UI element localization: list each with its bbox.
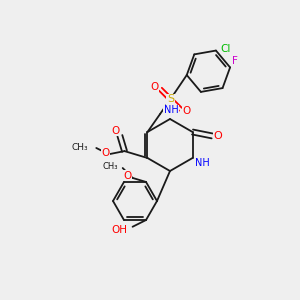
Text: Cl: Cl [221,44,231,54]
Text: CH₃: CH₃ [102,161,118,170]
Text: O: O [124,171,132,181]
Text: CH₃: CH₃ [72,143,88,152]
Text: NH: NH [164,105,178,115]
Text: O: O [102,148,110,158]
Text: F: F [232,56,238,66]
Text: OH: OH [112,225,127,235]
Text: NH: NH [195,158,210,168]
Text: O: O [112,126,120,136]
Text: S: S [167,94,174,104]
Text: O: O [214,131,223,141]
Text: O: O [150,82,158,92]
Text: O: O [182,106,190,116]
